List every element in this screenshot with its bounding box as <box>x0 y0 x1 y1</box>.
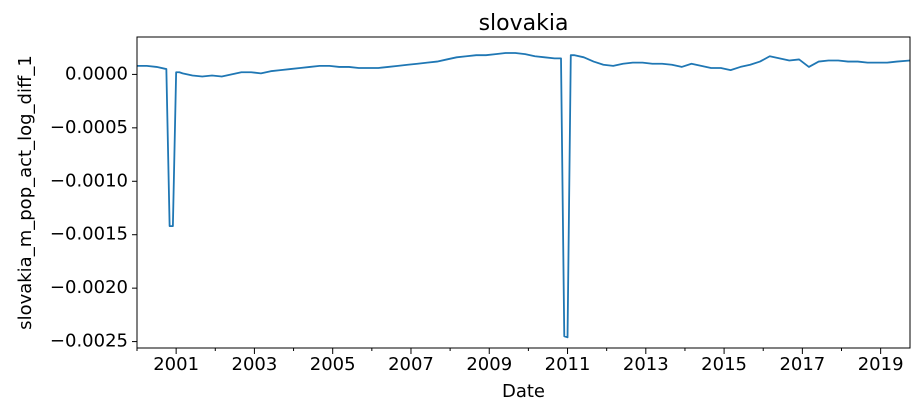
x-tick-label: 2001 <box>153 354 199 375</box>
y-tick-label: −0.0015 <box>50 224 128 245</box>
x-tick-label: 2019 <box>858 354 904 375</box>
x-tick-label: 2017 <box>779 354 825 375</box>
chart-title: slovakia <box>479 11 569 36</box>
y-tick-label: −0.0020 <box>50 277 128 298</box>
y-tick-label: 0.0000 <box>65 63 128 84</box>
y-tick-label: −0.0010 <box>50 170 128 191</box>
x-tick-label: 2015 <box>701 354 747 375</box>
plot-frame <box>136 36 911 349</box>
x-tick-label: 2005 <box>310 354 356 375</box>
x-tick-label: 2011 <box>545 354 591 375</box>
x-tick-label: 2013 <box>623 354 669 375</box>
y-axis-label: slovakia_m_pop_act_log_diff_1 <box>15 55 36 330</box>
series-line <box>137 52 911 339</box>
y-tick-label: −0.0005 <box>50 117 128 138</box>
x-axis-label: Date <box>502 381 545 402</box>
x-tick-label: 2003 <box>232 354 278 375</box>
x-tick-label: 2009 <box>466 354 512 375</box>
x-tick-label: 2007 <box>388 354 434 375</box>
y-tick-label: −0.0025 <box>50 331 128 352</box>
ticks-layer: 0.0000 −0.0005 −0.0010 −0.0015 −0.0020 −0.002… <box>50 63 904 375</box>
